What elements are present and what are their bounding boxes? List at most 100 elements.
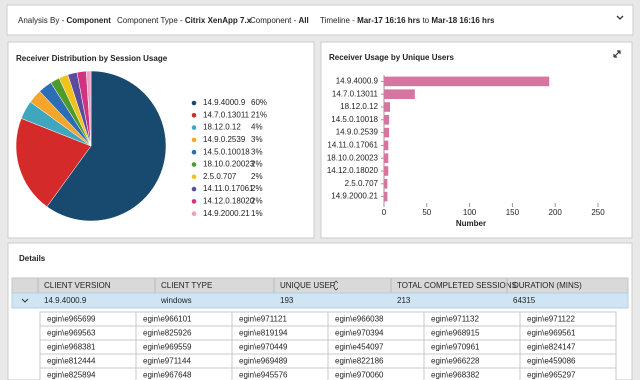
legend-value: 3%: [251, 147, 263, 156]
legend-value: 3%: [251, 135, 263, 144]
y-tick-label: 14.12.0.18020: [327, 166, 379, 175]
y-tick-label: 14.9.0.2539: [336, 128, 379, 137]
table-cell: windows: [160, 296, 192, 305]
user-id: egin\e968381: [47, 343, 96, 352]
filter-label: Component -: [250, 16, 297, 25]
user-id: egin\e971121: [239, 315, 287, 324]
table-cell: 14.9.4000.9: [44, 296, 87, 305]
x-tick-label: 200: [549, 208, 563, 217]
legend-swatch: [191, 186, 197, 192]
legend-value: 1%: [251, 209, 263, 218]
column-header: DURATION (MINS): [513, 281, 582, 290]
bar: [384, 76, 550, 87]
pie-slice: [86, 70, 92, 147]
bar: [384, 140, 389, 151]
legend-label: 14.9.2000.21: [203, 209, 250, 218]
legend-label: 18.10.0.20023: [203, 160, 255, 169]
filter-text: Component - All: [250, 16, 309, 25]
user-id: egin\e819194: [239, 329, 288, 338]
table-cell: 193: [280, 296, 294, 305]
y-tick-label: 18.12.0.12: [340, 102, 378, 111]
bar: [384, 127, 390, 138]
filter-value: Citrix XenApp 7.x: [185, 16, 252, 25]
bar: [384, 166, 389, 176]
x-tick-label: 50: [422, 208, 431, 217]
user-id: egin\e969563: [47, 329, 96, 338]
filter-joiner: to: [422, 16, 429, 25]
filter-value: Mar-18 16:16 hrs: [431, 16, 495, 25]
legend-label: 14.9.4000.9: [203, 98, 246, 107]
column-header[interactable]: UNIQUE USER: [280, 281, 336, 290]
x-axis-label: Number: [456, 219, 486, 228]
bar: [384, 179, 388, 189]
pie-slice: [15, 118, 92, 208]
user-id: egin\e825894: [47, 371, 96, 380]
user-id: egin\e945576: [239, 371, 288, 380]
user-id: egin\e969559: [143, 343, 192, 352]
filter-label: Component Type -: [117, 16, 183, 25]
bar-panel: [320, 41, 633, 239]
legend-value: 2%: [251, 184, 263, 193]
y-tick-label: 14.5.0.10018: [331, 115, 378, 124]
user-id: egin\e968382: [431, 371, 480, 380]
legend-swatch: [191, 113, 197, 118]
legend-label: 2.5.0.707: [203, 172, 237, 181]
user-id: egin\e966228: [431, 357, 480, 366]
filter-value: Component: [66, 16, 111, 25]
y-tick-label: 14.9.2000.21: [331, 192, 378, 201]
bar: [384, 191, 388, 202]
filter-text: Timeline - Mar-17 16:16 hrs to Mar-18 16…: [320, 16, 495, 25]
user-id: egin\e968915: [431, 329, 480, 338]
expand-icon[interactable]: [613, 50, 621, 58]
legend-value: 60%: [251, 98, 267, 107]
legend-value: 21%: [251, 110, 267, 119]
legend-swatch: [191, 100, 197, 106]
legend-value: 2%: [251, 160, 263, 169]
user-id: egin\e459086: [527, 357, 576, 366]
user-id: egin\e967648: [143, 371, 192, 380]
legend-label: 18.12.0.12: [203, 123, 241, 132]
user-id: egin\e966038: [335, 315, 384, 324]
legend-swatch: [191, 211, 197, 216]
user-id: egin\e970060: [335, 371, 384, 380]
pie-slice: [46, 70, 167, 222]
x-tick-label: 100: [463, 208, 477, 217]
table-row[interactable]: [11, 292, 629, 309]
filter-toggle[interactable]: [616, 15, 624, 20]
user-id: egin\e822186: [335, 357, 384, 366]
bar: [384, 153, 389, 163]
x-tick-label: 150: [506, 208, 520, 217]
legend-value: 2%: [251, 172, 263, 181]
legend-label: 14.9.0.2539: [203, 135, 246, 144]
filter-bar[interactable]: [6, 4, 634, 36]
sort-icon[interactable]: [333, 280, 339, 291]
user-id: egin\e969561: [527, 329, 576, 338]
user-id: egin\e969489: [239, 357, 288, 366]
legend-swatch: [191, 174, 197, 180]
table-cell: 213: [397, 296, 411, 305]
panel-title: Details: [19, 254, 46, 263]
bar: [384, 89, 415, 99]
filter-text: Analysis By - Component: [18, 16, 111, 25]
user-id: egin\e965699: [47, 315, 96, 324]
column-header: TOTAL COMPLETED SESSIONS: [397, 281, 517, 290]
column-header: CLIENT TYPE: [161, 281, 212, 290]
user-id: egin\e970961: [431, 343, 480, 352]
user-id: egin\e454097: [335, 343, 384, 352]
legend-label: 14.7.0.13011: [203, 110, 250, 119]
legend-label: 14.5.0.10018: [203, 147, 250, 156]
user-id: egin\e970449: [239, 343, 288, 352]
user-id: egin\e825926: [143, 329, 192, 338]
filter-label: Timeline -: [320, 16, 355, 25]
table-cell: 64315: [513, 296, 536, 305]
legend-value: 4%: [251, 123, 263, 132]
user-cell: [519, 367, 617, 380]
user-id: egin\e971144: [143, 357, 191, 366]
bar: [384, 115, 390, 125]
expand-arrow[interactable]: [21, 298, 29, 303]
y-tick-label: 2.5.0.707: [345, 179, 379, 188]
legend-value: 2%: [251, 197, 263, 206]
filter-value: All: [298, 16, 308, 25]
user-id: egin\e824147: [527, 343, 576, 352]
